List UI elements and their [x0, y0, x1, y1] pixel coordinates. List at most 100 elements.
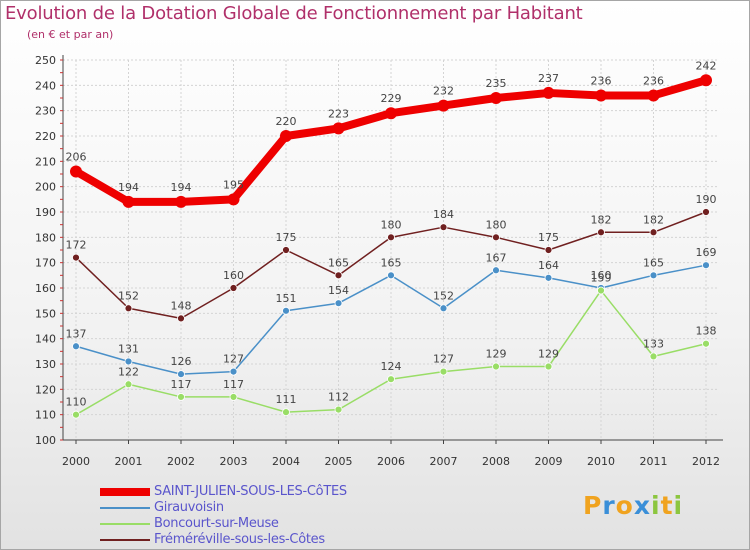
data-label: 154: [328, 284, 349, 297]
data-label: 126: [171, 355, 192, 368]
data-label: 111: [276, 393, 297, 406]
data-label: 129: [486, 348, 507, 361]
data-point: [649, 228, 658, 237]
data-point: [595, 89, 607, 102]
data-point: [282, 408, 290, 417]
legend-swatch: [100, 488, 150, 496]
data-label: 110: [66, 396, 87, 409]
data-label: 164: [538, 259, 559, 272]
data-point: [490, 92, 502, 104]
x-tick-label: 2006: [377, 455, 405, 468]
data-point: [439, 367, 448, 376]
data-point: [70, 165, 82, 178]
data-point: [229, 367, 238, 376]
data-label: 195: [223, 178, 244, 191]
data-label: 235: [486, 77, 507, 90]
legend-label: Boncourt-sur-Meuse: [154, 516, 279, 531]
data-label: 182: [643, 213, 664, 226]
data-label: 175: [538, 231, 559, 244]
y-tick-label: 110: [35, 409, 56, 422]
data-label: 169: [696, 246, 717, 259]
data-label: 122: [118, 365, 139, 378]
data-point: [229, 284, 238, 292]
data-label: 160: [223, 269, 244, 282]
logo-letter: i: [673, 491, 684, 520]
y-tick-label: 210: [35, 155, 56, 168]
data-label: 152: [118, 289, 139, 302]
data-label: 151: [276, 292, 297, 305]
data-label: 127: [223, 353, 244, 366]
data-point: [387, 233, 395, 242]
data-point: [334, 271, 343, 280]
y-tick-label: 170: [35, 257, 56, 270]
x-tick-label: 2008: [482, 455, 510, 468]
y-tick-label: 200: [35, 181, 56, 194]
proxiti-logo: Proxiti: [583, 491, 683, 520]
data-point: [177, 314, 185, 323]
data-point: [649, 271, 658, 280]
data-point: [492, 233, 500, 242]
data-label: 112: [328, 391, 349, 404]
data-label: 236: [591, 74, 612, 87]
x-tick-label: 2003: [220, 455, 248, 468]
data-point: [542, 86, 555, 99]
x-tick-label: 2012: [692, 455, 720, 468]
data-label: 138: [696, 325, 717, 338]
data-label: 137: [66, 327, 87, 340]
data-label: 160: [591, 269, 612, 282]
data-point: [597, 228, 605, 237]
data-label: 180: [486, 218, 507, 231]
legend-label: Girauvoisin: [154, 500, 224, 515]
y-tick-label: 230: [35, 105, 56, 118]
x-tick-label: 2000: [62, 455, 90, 468]
data-label: 133: [643, 337, 664, 350]
data-label: 194: [171, 181, 192, 194]
data-label: 167: [486, 251, 507, 264]
data-label: 175: [276, 231, 297, 244]
data-point: [177, 393, 185, 401]
data-label: 229: [381, 92, 402, 105]
data-point: [334, 405, 343, 414]
chart-title: Evolution de la Dotation Globale de Fonc…: [5, 3, 583, 24]
legend-swatch: [100, 507, 150, 509]
data-label: 182: [591, 213, 612, 226]
y-tick-label: 100: [35, 434, 56, 447]
data-label: 159: [591, 272, 612, 285]
data-point: [647, 89, 660, 102]
data-point: [280, 130, 292, 142]
data-label: 124: [381, 360, 402, 373]
data-point: [124, 304, 133, 313]
y-tick-label: 220: [35, 130, 56, 143]
data-point: [72, 342, 80, 351]
data-label: 223: [328, 107, 349, 120]
data-point: [544, 246, 553, 254]
data-label: 148: [171, 299, 192, 312]
x-tick-label: 2004: [272, 455, 300, 468]
legend-label: SAINT-JULIEN-SOUS-LES-CôTES: [154, 484, 347, 499]
data-point: [385, 107, 397, 120]
data-point: [387, 375, 395, 384]
data-point: [334, 299, 343, 308]
data-point: [124, 380, 133, 389]
y-tick-label: 160: [35, 282, 56, 295]
data-label: 194: [118, 181, 139, 194]
axes: 100 110 120 130 140 150 160 170 180 190 200 210 220 2…: [35, 54, 723, 468]
logo-letter: P: [583, 491, 603, 520]
x-tick-label: 2001: [115, 455, 143, 468]
legend-swatch: [100, 539, 150, 541]
data-label: 117: [223, 378, 244, 391]
data-label: 236: [643, 74, 664, 87]
logo-letter: x: [633, 491, 651, 520]
data-point: [544, 273, 553, 282]
x-tick-label: 2007: [430, 455, 458, 468]
data-label: 220: [276, 115, 297, 128]
data-point: [227, 193, 240, 206]
legend-swatch: [100, 523, 150, 525]
data-label: 172: [66, 239, 87, 252]
data-label: 129: [538, 348, 559, 361]
y-tick-label: 120: [35, 383, 56, 396]
x-tick-label: 2009: [535, 455, 563, 468]
y-tick-label: 240: [35, 79, 56, 92]
data-labels: 137 131 126 127 151 154 165 152 167 164 160 165 169 1…: [66, 59, 717, 408]
